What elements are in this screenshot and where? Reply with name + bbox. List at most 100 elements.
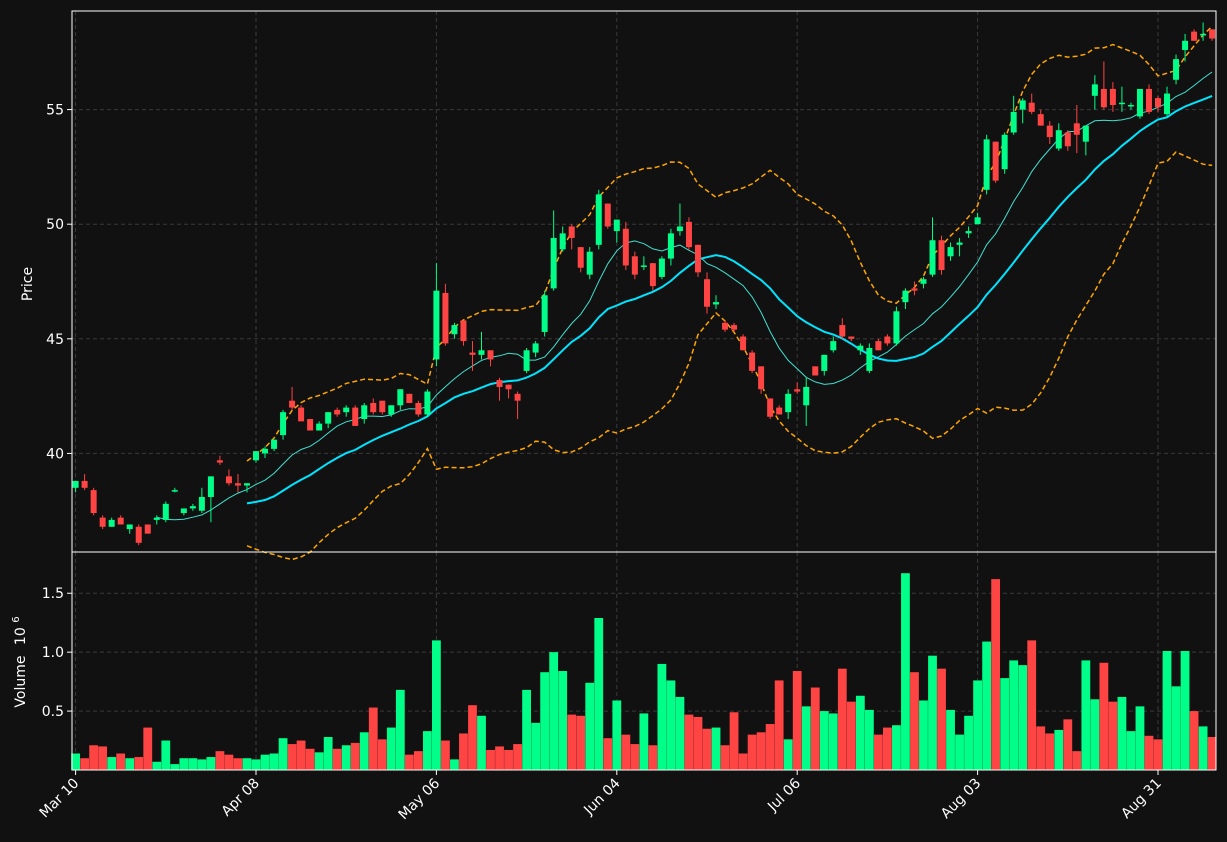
candle-body <box>694 244 701 273</box>
volume-bar <box>693 716 703 770</box>
candle-body <box>1100 88 1107 108</box>
volume-bars <box>71 573 1217 770</box>
candle-body <box>388 405 395 415</box>
candle-body <box>676 226 683 232</box>
price-tick-label: 40 <box>46 446 64 462</box>
price-y-axis: 40 45 50 55 <box>46 103 72 462</box>
volume-bar <box>422 731 432 770</box>
volume-bar <box>107 757 117 770</box>
volume-bar <box>991 579 1001 770</box>
candle-body <box>649 263 656 287</box>
candle-body <box>442 292 449 344</box>
volume-bar <box>810 687 820 770</box>
candle-body <box>613 219 620 232</box>
bollinger-bands <box>246 25 1213 561</box>
volume-bar <box>495 746 504 770</box>
volume-tick-label: 1.0 <box>42 645 64 661</box>
volume-bar <box>603 738 613 770</box>
candle-body <box>469 352 476 355</box>
candle-body <box>722 322 729 330</box>
volume-bar <box>1054 729 1064 770</box>
volume-bar <box>1009 660 1019 770</box>
volume-bar <box>1135 706 1145 770</box>
volume-bar <box>1045 733 1055 770</box>
candle-body <box>126 524 133 530</box>
candle-body <box>289 400 296 408</box>
volume-bar <box>1018 665 1028 770</box>
volume-bar <box>305 748 315 770</box>
volume-bar <box>576 715 586 770</box>
ma-slow-line <box>246 94 1213 505</box>
candle-body <box>117 517 124 525</box>
volume-bar <box>89 745 99 770</box>
volume-bar <box>531 722 541 770</box>
moving-averages <box>156 71 1213 521</box>
candle-body <box>839 325 846 337</box>
volume-bar <box>828 713 838 770</box>
candle-body <box>731 325 738 330</box>
candle-body <box>1173 59 1180 80</box>
volume-bar <box>1108 701 1118 770</box>
candle-body <box>848 336 855 339</box>
volume-bar <box>215 751 225 770</box>
volume-bar <box>1099 662 1109 770</box>
candle-body <box>1145 88 1152 112</box>
volume-bar <box>71 753 80 770</box>
volume-bar <box>459 733 468 770</box>
candle-body <box>352 407 359 426</box>
candle-body <box>1191 31 1198 41</box>
candle-body <box>559 233 566 250</box>
volume-bar <box>837 668 847 770</box>
volume-bar <box>1000 678 1010 770</box>
volume-bar <box>729 712 739 770</box>
candle-body <box>1001 134 1008 170</box>
volume-bar <box>1162 650 1172 770</box>
volume-bar <box>359 732 369 770</box>
volume-bar <box>666 680 676 770</box>
candle-body <box>604 203 611 227</box>
volume-bar <box>332 748 342 770</box>
volume-bar <box>657 663 667 770</box>
candle-body <box>433 290 440 360</box>
candle-body <box>938 240 945 271</box>
volume-bar <box>928 655 937 770</box>
candle-body <box>343 407 350 413</box>
volume-bar <box>765 724 775 770</box>
volume-bar <box>242 758 252 770</box>
volume-bar <box>819 711 829 770</box>
candle-body <box>451 325 458 335</box>
candle-body <box>1073 123 1080 135</box>
volume-bar <box>341 745 351 770</box>
candle-body <box>153 517 160 520</box>
volume-bar <box>161 740 171 770</box>
candle-body <box>667 233 674 259</box>
volume-bar <box>350 742 360 770</box>
volume-bar <box>1126 731 1136 770</box>
price-axis-label: Price <box>20 267 36 301</box>
volume-bar <box>567 714 577 770</box>
candle-body <box>406 393 413 403</box>
volume-bar <box>278 738 288 770</box>
candle-body <box>1082 125 1089 142</box>
volume-bar <box>801 706 811 770</box>
candle-body <box>280 412 287 436</box>
candle-body <box>532 343 539 353</box>
volume-bar <box>792 671 802 770</box>
candle-body <box>1109 88 1116 105</box>
volume-bar <box>98 746 108 770</box>
volume-bar <box>1153 739 1163 770</box>
volume-bar <box>116 753 126 770</box>
candle-body <box>595 194 602 245</box>
candle-body <box>325 412 332 424</box>
bollinger-lower-line <box>246 151 1213 561</box>
candle-body <box>397 389 404 406</box>
volume-axis-label-base: 10 <box>13 627 29 645</box>
candle-body <box>1155 98 1161 108</box>
volume-bar <box>206 757 216 770</box>
volume-bar <box>756 732 766 770</box>
candle-body <box>821 354 828 371</box>
volume-bar <box>684 714 694 770</box>
volume-bar <box>296 740 306 770</box>
candle-body <box>505 384 512 390</box>
volume-bar <box>982 641 992 770</box>
